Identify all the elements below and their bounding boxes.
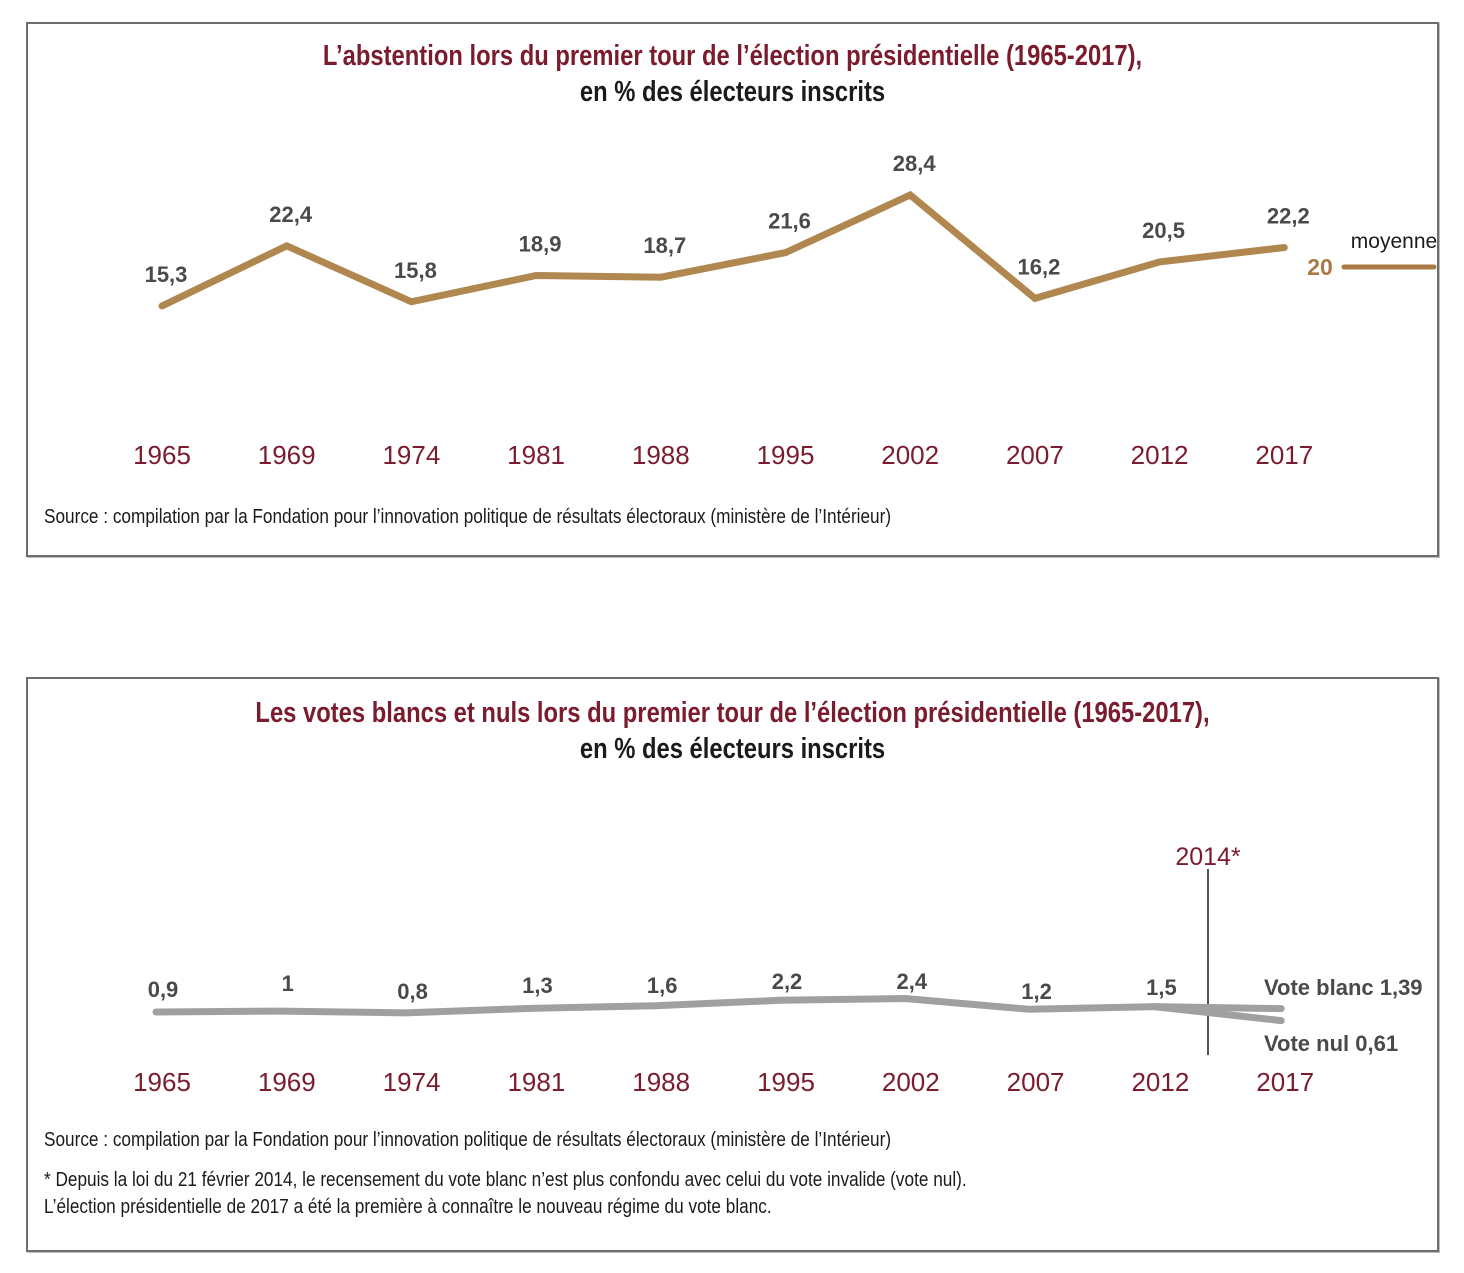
x-tick-label-2002: 2002 xyxy=(882,1067,940,1097)
data-label-1988: 18,7 xyxy=(643,233,686,258)
data-label-2002: 28,4 xyxy=(893,151,937,176)
chart-title: Les votes blancs et nuls lors du premier… xyxy=(255,697,1210,729)
x-tick-label-2007: 2007 xyxy=(1006,440,1064,470)
x-tick-label-2017: 2017 xyxy=(1256,1067,1314,1097)
data-label-1981: 18,9 xyxy=(519,231,562,256)
source-note: Source : compilation par la Fondation po… xyxy=(44,506,892,528)
x-tick-label-1981: 1981 xyxy=(507,1067,565,1097)
footnote-line-2: L’élection présidentielle de 2017 a été … xyxy=(44,1196,772,1218)
data-label-1974: 0,8 xyxy=(397,979,428,1004)
vote-nul-series-line xyxy=(1150,1003,1285,1025)
vote-nul-end-label: Vote nul 0,61 xyxy=(1264,1031,1398,1056)
data-label-1969: 1 xyxy=(282,971,294,996)
x-tick-label-1965: 1965 xyxy=(133,1067,191,1097)
x-tick-label-1974: 1974 xyxy=(382,440,440,470)
chart-subtitle: en % des électeurs inscrits xyxy=(579,733,886,765)
data-label-1981: 1,3 xyxy=(522,973,553,998)
data-label-1965: 0,9 xyxy=(148,977,179,1002)
data-label-2012: 1,5 xyxy=(1146,975,1177,1000)
x-tick-label-1981: 1981 xyxy=(507,440,565,470)
blank-null-series-line xyxy=(152,995,1158,1017)
x-tick-label-1995: 1995 xyxy=(757,1067,815,1097)
x-tick-label-1988: 1988 xyxy=(632,1067,690,1097)
blank-null-votes-chart-panel: Les votes blancs et nuls lors du premier… xyxy=(26,677,1439,1252)
average-legend-label: moyenne xyxy=(1351,230,1437,253)
x-tick-label-2017: 2017 xyxy=(1255,440,1313,470)
x-tick-label-1988: 1988 xyxy=(632,440,690,470)
abstention-chart-panel: L’abstention lors du premier tour de l’é… xyxy=(26,22,1439,557)
x-tick-label-1974: 1974 xyxy=(383,1067,441,1097)
data-label-2007: 16,2 xyxy=(1017,254,1060,279)
x-tick-label-1965: 1965 xyxy=(133,440,191,470)
chart-title: L’abstention lors du premier tour de l’é… xyxy=(322,40,1143,72)
abstention-series-line xyxy=(158,190,1288,310)
x-tick-label-1995: 1995 xyxy=(757,440,815,470)
abstention-line-chart: 20 moyenne 15,3 22,4 15,8 18,9 18,7 21,6 28,4 16… xyxy=(133,151,1437,470)
x-tick-label-2012: 2012 xyxy=(1131,440,1189,470)
data-label-1995: 2,2 xyxy=(772,969,803,994)
data-label-2002: 2,4 xyxy=(897,969,928,994)
data-label-2012: 20,5 xyxy=(1142,218,1185,243)
chart-subtitle: en % des électeurs inscrits xyxy=(579,76,886,108)
data-label-2007: 1,2 xyxy=(1021,979,1052,1004)
x-tick-label-2012: 2012 xyxy=(1131,1067,1189,1097)
data-label-1988: 1,6 xyxy=(647,973,678,998)
footnote-line-1: * Depuis la loi du 21 février 2014, le r… xyxy=(44,1169,967,1191)
data-label-1965: 15,3 xyxy=(145,262,188,287)
average-value-label: 20 xyxy=(1307,254,1333,280)
x-tick-label-1969: 1969 xyxy=(258,1067,316,1097)
x-tick-label-2007: 2007 xyxy=(1007,1067,1065,1097)
data-label-1974: 15,8 xyxy=(394,258,437,283)
law-2014-marker-label: 2014* xyxy=(1175,843,1241,871)
x-tick-label-2002: 2002 xyxy=(881,440,939,470)
data-label-1969: 22,4 xyxy=(269,202,313,227)
blank-null-votes-line-chart: 2014* 0,9 1 0,8 1,3 1,6 2,2 2,4 1,2 1,5 Vote blan… xyxy=(133,843,1423,1097)
x-tick-label-1969: 1969 xyxy=(258,440,316,470)
source-note: Source : compilation par la Fondation po… xyxy=(44,1129,892,1151)
data-label-2017: 22,2 xyxy=(1267,204,1310,229)
vote-blanc-end-label: Vote blanc 1,39 xyxy=(1264,975,1423,1000)
data-label-1995: 21,6 xyxy=(768,209,811,234)
